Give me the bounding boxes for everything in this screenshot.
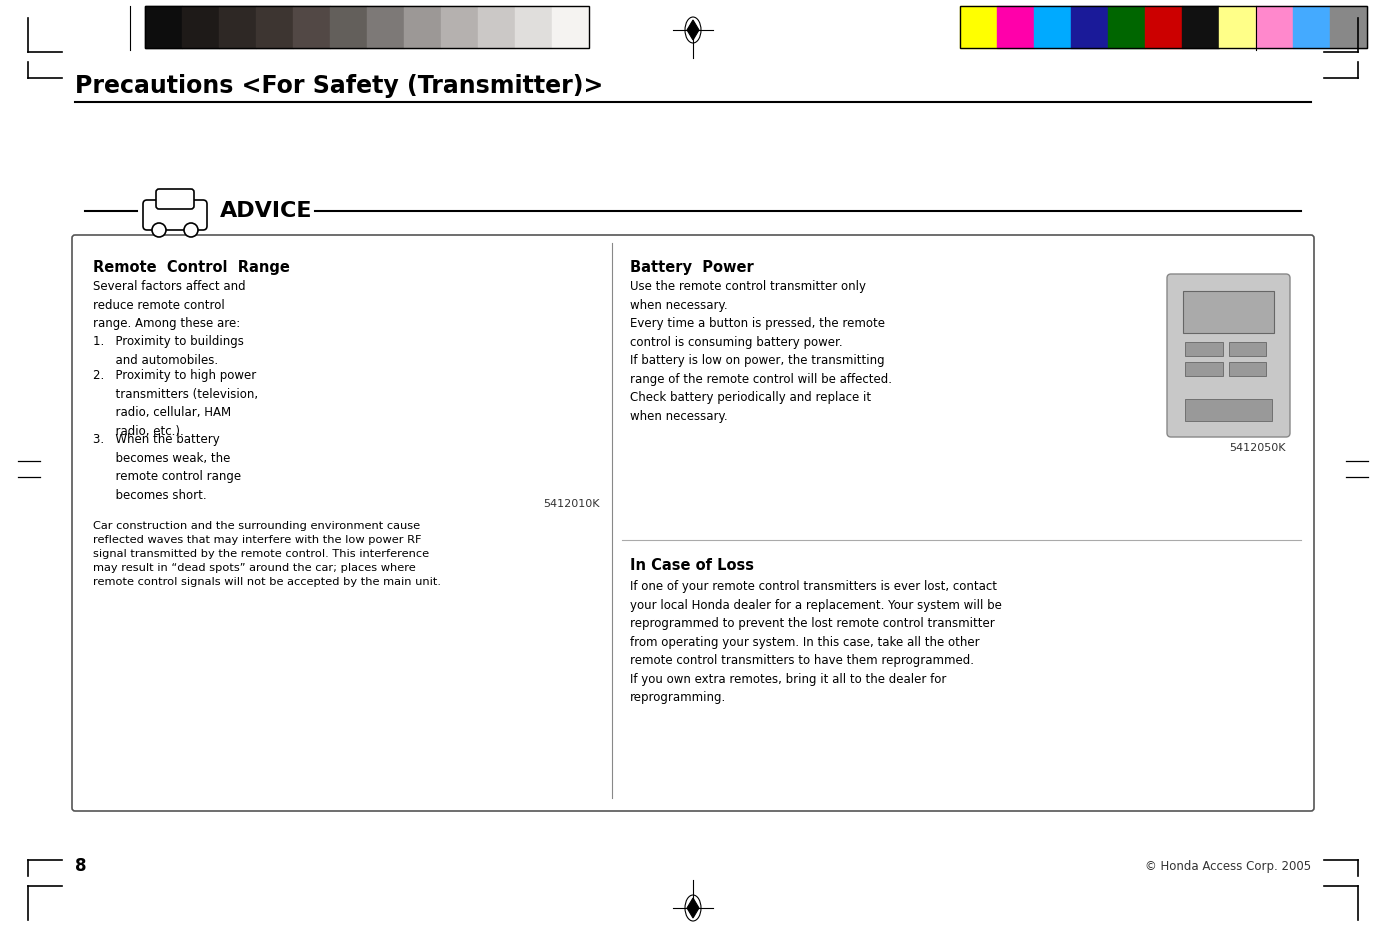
Bar: [960, 6, 1367, 48]
Text: Precautions <For Safety (Transmitter)>: Precautions <For Safety (Transmitter)>: [75, 74, 603, 98]
Text: 3.   When the battery
      becomes weak, the
      remote control range
      b: 3. When the battery becomes weak, the re…: [93, 433, 241, 502]
Bar: [403, 6, 441, 48]
Bar: [1185, 342, 1222, 356]
Bar: [1256, 6, 1293, 48]
Text: In Case of Loss: In Case of Loss: [631, 558, 754, 573]
Text: Remote  Control  Range: Remote Control Range: [93, 260, 290, 275]
Bar: [146, 6, 589, 48]
FancyBboxPatch shape: [72, 235, 1314, 811]
Text: 8: 8: [75, 857, 86, 875]
Text: 1.   Proximity to buildings
      and automobiles.: 1. Proximity to buildings and automobile…: [93, 335, 244, 367]
Bar: [1185, 399, 1272, 421]
Bar: [960, 6, 997, 48]
Text: Use the remote control transmitter only
when necessary.
Every time a button is p: Use the remote control transmitter only …: [631, 280, 893, 422]
Bar: [1220, 6, 1256, 48]
Text: If one of your remote control transmitters is ever lost, contact
your local Hond: If one of your remote control transmitte…: [631, 580, 1002, 704]
Bar: [1034, 6, 1071, 48]
Bar: [219, 6, 256, 48]
Bar: [478, 6, 516, 48]
Text: ADVICE: ADVICE: [220, 201, 312, 221]
Bar: [292, 6, 330, 48]
Text: Several factors affect and
reduce remote control
range. Among these are:: Several factors affect and reduce remote…: [93, 280, 245, 330]
Circle shape: [152, 223, 166, 237]
Bar: [1182, 6, 1220, 48]
Bar: [1228, 362, 1265, 376]
Bar: [146, 6, 182, 48]
Bar: [256, 6, 292, 48]
Text: 5412010K: 5412010K: [543, 499, 600, 509]
Bar: [182, 6, 219, 48]
FancyBboxPatch shape: [143, 200, 207, 230]
Bar: [1107, 6, 1145, 48]
Bar: [997, 6, 1034, 48]
Bar: [1293, 6, 1331, 48]
Bar: [367, 6, 403, 48]
Bar: [330, 6, 367, 48]
Text: © Honda Access Corp. 2005: © Honda Access Corp. 2005: [1145, 859, 1311, 872]
Circle shape: [184, 223, 198, 237]
Text: 2.   Proximity to high power
      transmitters (television,
      radio, cellul: 2. Proximity to high power transmitters …: [93, 369, 258, 437]
Bar: [1071, 6, 1107, 48]
Text: 5412050K: 5412050K: [1229, 443, 1286, 453]
Bar: [1184, 291, 1274, 333]
Bar: [552, 6, 589, 48]
Polygon shape: [687, 898, 699, 918]
Bar: [516, 6, 552, 48]
Polygon shape: [687, 20, 699, 40]
Bar: [441, 6, 478, 48]
Bar: [1331, 6, 1367, 48]
Text: Car construction and the surrounding environment cause
reflected waves that may : Car construction and the surrounding env…: [93, 521, 441, 587]
Bar: [1185, 362, 1222, 376]
Bar: [1228, 342, 1265, 356]
FancyBboxPatch shape: [1167, 274, 1290, 437]
FancyBboxPatch shape: [157, 189, 194, 209]
Text: Battery  Power: Battery Power: [631, 260, 754, 275]
Bar: [1145, 6, 1182, 48]
